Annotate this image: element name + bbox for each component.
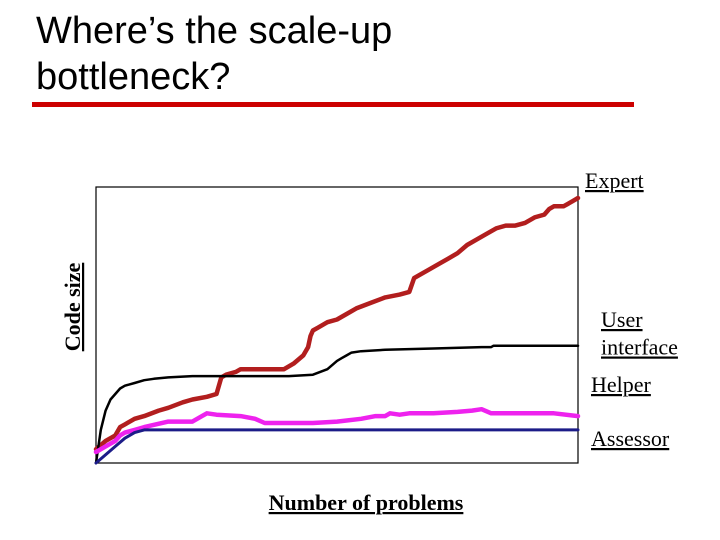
slide-title-line-1: Where’s the scale-up <box>36 10 393 52</box>
series-label-expert: Expert <box>585 168 644 193</box>
series-label-assessor: Assessor <box>591 426 670 451</box>
series-label-layer: Expert User interface Helper Assessor <box>585 168 678 451</box>
series-label-line-1: User <box>601 307 643 332</box>
y-axis-label: Code size <box>60 262 85 351</box>
series-line-assessor <box>94 428 580 465</box>
series-label-line-1: Helper <box>591 372 652 397</box>
series-label-line-2: interface <box>601 335 678 360</box>
series-label-line-1: Expert <box>585 168 644 193</box>
plot-frame <box>95 186 579 464</box>
series-line-user-interface <box>94 344 580 465</box>
title-underline-rule <box>32 102 634 107</box>
series-label-helper: Helper <box>591 372 652 397</box>
series-line-helper <box>93 406 581 455</box>
series-label-user-interface: User interface <box>601 307 678 360</box>
series-label-line-1: Assessor <box>591 426 670 451</box>
slide-title: Where’s the scale-up bottleneck? <box>36 8 392 100</box>
slide-title-line-2: bottleneck? <box>36 56 231 98</box>
series-line-expert <box>93 195 581 452</box>
series-layer <box>93 195 581 465</box>
x-axis-label: Number of problems <box>269 490 464 515</box>
